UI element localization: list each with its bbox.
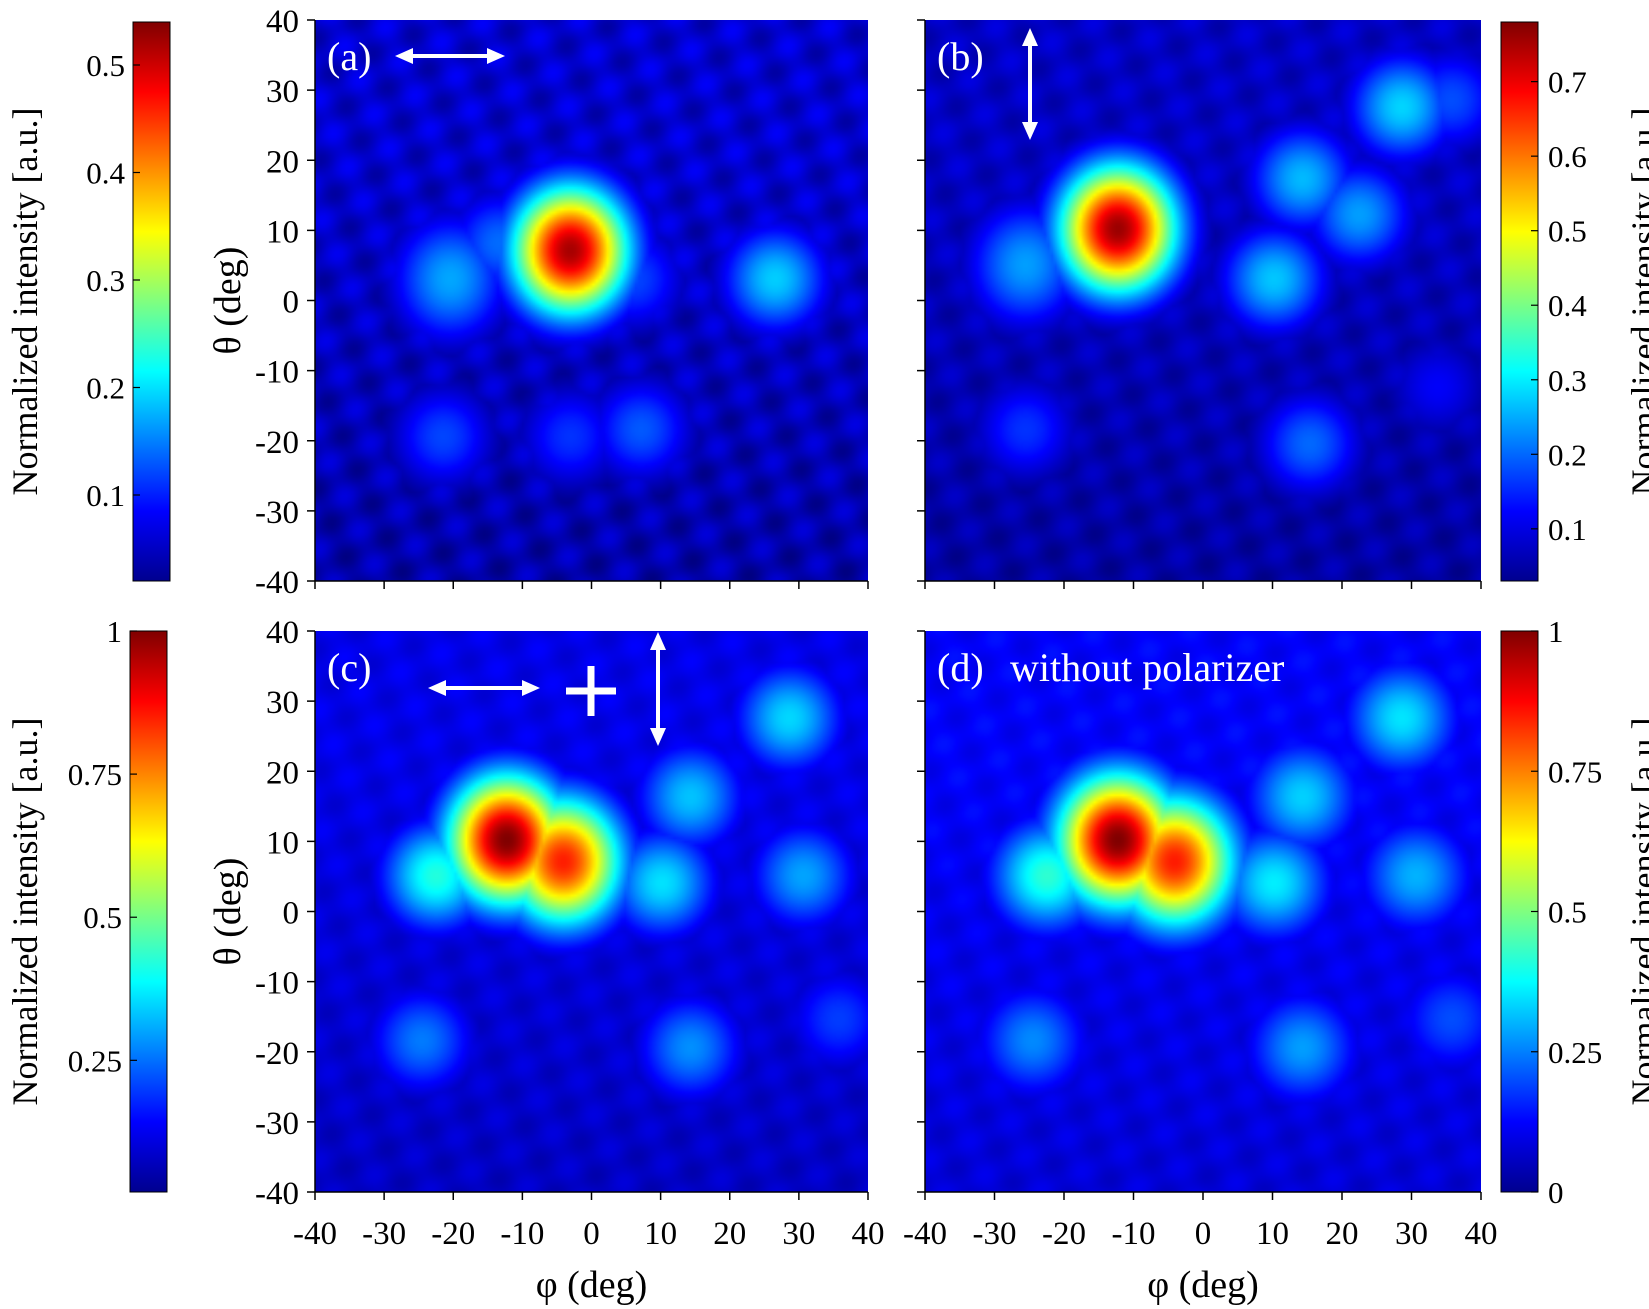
x-tick-label: -40 — [293, 1216, 337, 1252]
x-tick-label: -20 — [431, 1216, 475, 1252]
colorbar-tick-label: 0.5 — [1548, 214, 1587, 249]
y-tick-label: 30 — [266, 74, 299, 110]
y-tick-label: -20 — [255, 1036, 299, 1072]
colorbar-label: Normalized intensity [a.u.] — [1624, 108, 1649, 496]
horizontal-polarization-arrow-icon — [395, 48, 505, 64]
colorbar — [129, 630, 168, 1193]
y-tick-label: 20 — [266, 755, 299, 791]
panel-d: -40 -30 -20 -10 0 10 20 30 40φ (deg)(d) without p… — [903, 614, 1649, 1306]
panel-label: (d) — [937, 645, 984, 690]
x-tick-label: -40 — [903, 1216, 947, 1252]
x-tick-label: 40 — [1465, 1216, 1498, 1252]
x-tick-label: 40 — [852, 1216, 885, 1252]
y-axis-label: θ (deg) — [207, 858, 249, 966]
x-tick-label: -20 — [1042, 1216, 1086, 1252]
x-tick-label: 20 — [1326, 1216, 1359, 1252]
x-tick-label: -10 — [1112, 1216, 1156, 1252]
y-tick-label: -10 — [255, 966, 299, 1002]
y-tick-label: -40 — [255, 1176, 299, 1212]
y-tick-label: -30 — [255, 1106, 299, 1142]
y-tick-label: 0 — [283, 285, 300, 321]
colorbar-tick-label: 0.3 — [86, 263, 125, 298]
colorbar-tick-label: 0.2 — [86, 371, 125, 406]
heatmap-image — [925, 631, 1481, 1192]
x-tick-label: 30 — [782, 1216, 815, 1252]
plus-icon — [566, 666, 616, 716]
y-tick-label: 0 — [283, 896, 300, 932]
colorbar-tick-label: 0.5 — [1548, 895, 1587, 930]
x-tick-label: -30 — [973, 1216, 1017, 1252]
colorbar-tick-label: 0.7 — [1548, 65, 1587, 100]
colorbar-tick-label: 0 — [1548, 1175, 1564, 1210]
colorbar-label: Normalized intensity [a.u.] — [1624, 718, 1649, 1106]
colorbar-label: Normalized intensity [a.u.] — [5, 108, 45, 496]
y-tick-label: 40 — [266, 615, 299, 651]
colorbar-tick-label: 0.5 — [86, 48, 125, 83]
colorbar-tick-label: 1 — [1548, 614, 1564, 649]
colorbar-tick-label: 0.75 — [68, 757, 122, 792]
y-axis-label: θ (deg) — [207, 247, 249, 355]
colorbar-tick-label: 0.6 — [1548, 139, 1587, 174]
x-tick-label: 10 — [644, 1216, 677, 1252]
colorbar — [1500, 21, 1539, 582]
y-tick-label: 10 — [266, 825, 299, 861]
colorbar-tick-label: 0.2 — [1548, 437, 1587, 472]
y-tick-label: 20 — [266, 144, 299, 180]
x-tick-label: 0 — [583, 1216, 600, 1252]
y-tick-label: 40 — [266, 4, 299, 40]
x-tick-label: -10 — [500, 1216, 544, 1252]
colorbar-tick-label: 0.1 — [86, 478, 125, 513]
x-tick-label: 0 — [1195, 1216, 1212, 1252]
panel-c: 40 30 20 10 0 -10 -20 -30 -40 -40 -30 -20 -10 0 10 20 30… — [5, 614, 885, 1306]
heatmap-image — [315, 20, 868, 581]
horizontal-polarization-arrow-icon — [428, 680, 540, 696]
heatmap-image — [315, 631, 868, 1192]
colorbar-tick-label: 0.75 — [1548, 754, 1602, 789]
y-tick-label: 10 — [266, 214, 299, 250]
heatmap-image — [925, 20, 1481, 581]
colorbar-tick-label: 0.25 — [1548, 1035, 1602, 1070]
panel-label: (b) — [937, 34, 984, 79]
x-tick-label: 10 — [1256, 1216, 1289, 1252]
colorbar-tick-label: 0.4 — [1548, 288, 1587, 323]
vertical-polarization-arrow-icon — [1022, 28, 1038, 140]
x-axis-label: φ (deg) — [1147, 1264, 1259, 1306]
y-tick-label: -20 — [255, 425, 299, 461]
colorbar-tick-label: 1 — [107, 614, 123, 649]
y-tick-label: 30 — [266, 685, 299, 721]
colorbar-tick-label: 0.5 — [83, 900, 122, 935]
vertical-polarization-arrow-icon — [650, 632, 666, 746]
x-axis-label: φ (deg) — [536, 1264, 648, 1306]
x-tick-label: 20 — [713, 1216, 746, 1252]
colorbar-tick-label: 0.25 — [68, 1043, 122, 1078]
panel-label: (c) — [327, 645, 371, 690]
colorbar-tick-label: 0.1 — [1548, 512, 1587, 547]
colorbar-label: Normalized intensity [a.u.] — [5, 718, 45, 1106]
y-tick-label: -10 — [255, 355, 299, 391]
panel-annotation: without polarizer — [1010, 645, 1284, 690]
y-tick-label: -30 — [255, 495, 299, 531]
panel-b: (b) 0.1 0.2 0.3 0.4 0.5 0.6 0.7 Normalized inten… — [917, 19, 1649, 589]
panel-label: (a) — [327, 34, 371, 79]
colorbar-tick-label: 0.4 — [86, 156, 125, 191]
y-tick-label: -40 — [255, 565, 299, 601]
panel-a: 40 30 20 10 0 -10 -20 -30 -40 θ (deg) (a) 0.1 0.2 0.3… — [5, 4, 869, 601]
colorbar — [132, 21, 171, 582]
x-tick-label: 30 — [1395, 1216, 1428, 1252]
x-tick-label: -30 — [362, 1216, 406, 1252]
colorbar-tick-label: 0.3 — [1548, 363, 1587, 398]
